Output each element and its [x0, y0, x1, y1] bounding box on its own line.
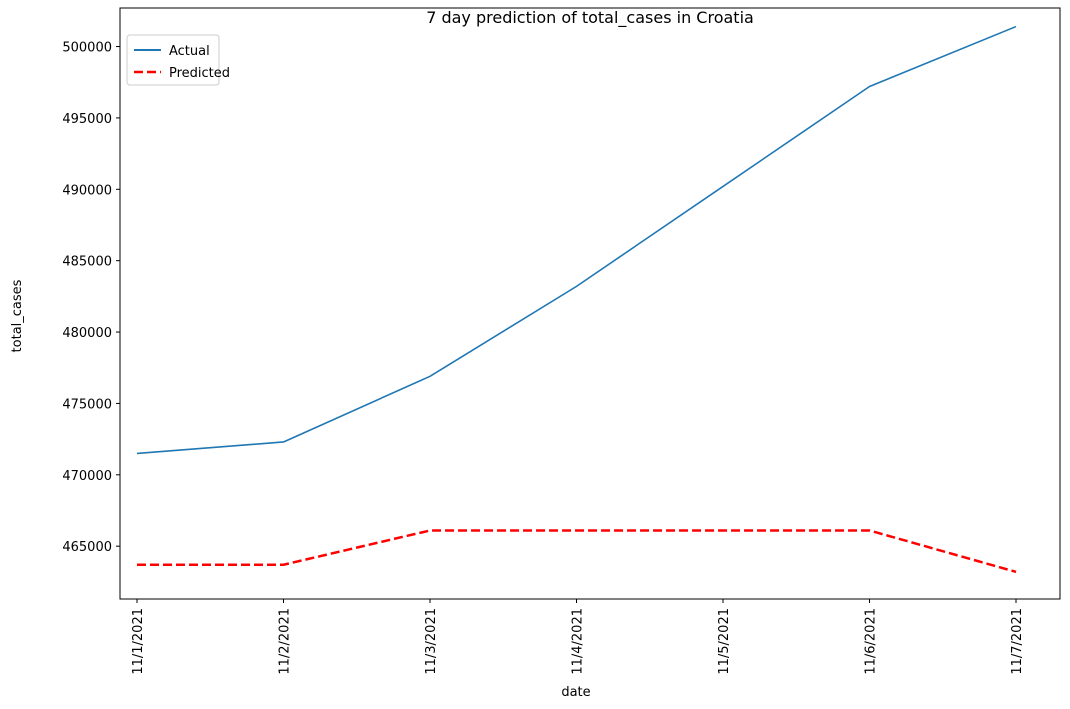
x-axis: 11/1/2021 11/2/2021 11/3/2021 11/4/2021 11/5…	[131, 599, 1025, 675]
y-tick-label: 495000	[62, 112, 112, 127]
x-tick-label: 11/4/2021	[571, 608, 586, 675]
legend: Actual Predicted	[126, 34, 230, 86]
y-tick-label: 470000	[62, 469, 112, 484]
y-tick-label: 465000	[62, 540, 112, 555]
y-tick-label: 490000	[62, 183, 112, 198]
legend-label-actual: Actual	[169, 44, 210, 59]
chart-title: 7 day prediction of total_cases in Croat…	[426, 8, 754, 28]
x-tick-label: 11/5/2021	[717, 608, 732, 675]
x-axis-label: date	[561, 685, 590, 700]
x-tick-label: 11/6/2021	[864, 608, 879, 675]
y-tick-label: 475000	[62, 397, 112, 412]
legend-label-predicted: Predicted	[169, 66, 230, 81]
y-tick-label: 500000	[62, 41, 112, 56]
x-tick-label: 11/1/2021	[131, 608, 146, 675]
plot-area	[119, 7, 1061, 600]
x-tick-label: 11/2/2021	[278, 608, 293, 675]
y-tick-label: 480000	[62, 326, 112, 341]
x-tick-label: 11/7/2021	[1010, 608, 1025, 675]
series-line-predicted	[137, 529, 1017, 574]
x-tick-label: 11/3/2021	[424, 608, 439, 675]
y-tick-label: 485000	[62, 255, 112, 270]
y-axis-label: total_cases	[10, 279, 25, 352]
y-axis: 465000 470000 475000 480000 485000 490000 4950…	[62, 41, 120, 555]
series-lines	[136, 25, 1017, 574]
series-line-actual	[136, 25, 1017, 455]
